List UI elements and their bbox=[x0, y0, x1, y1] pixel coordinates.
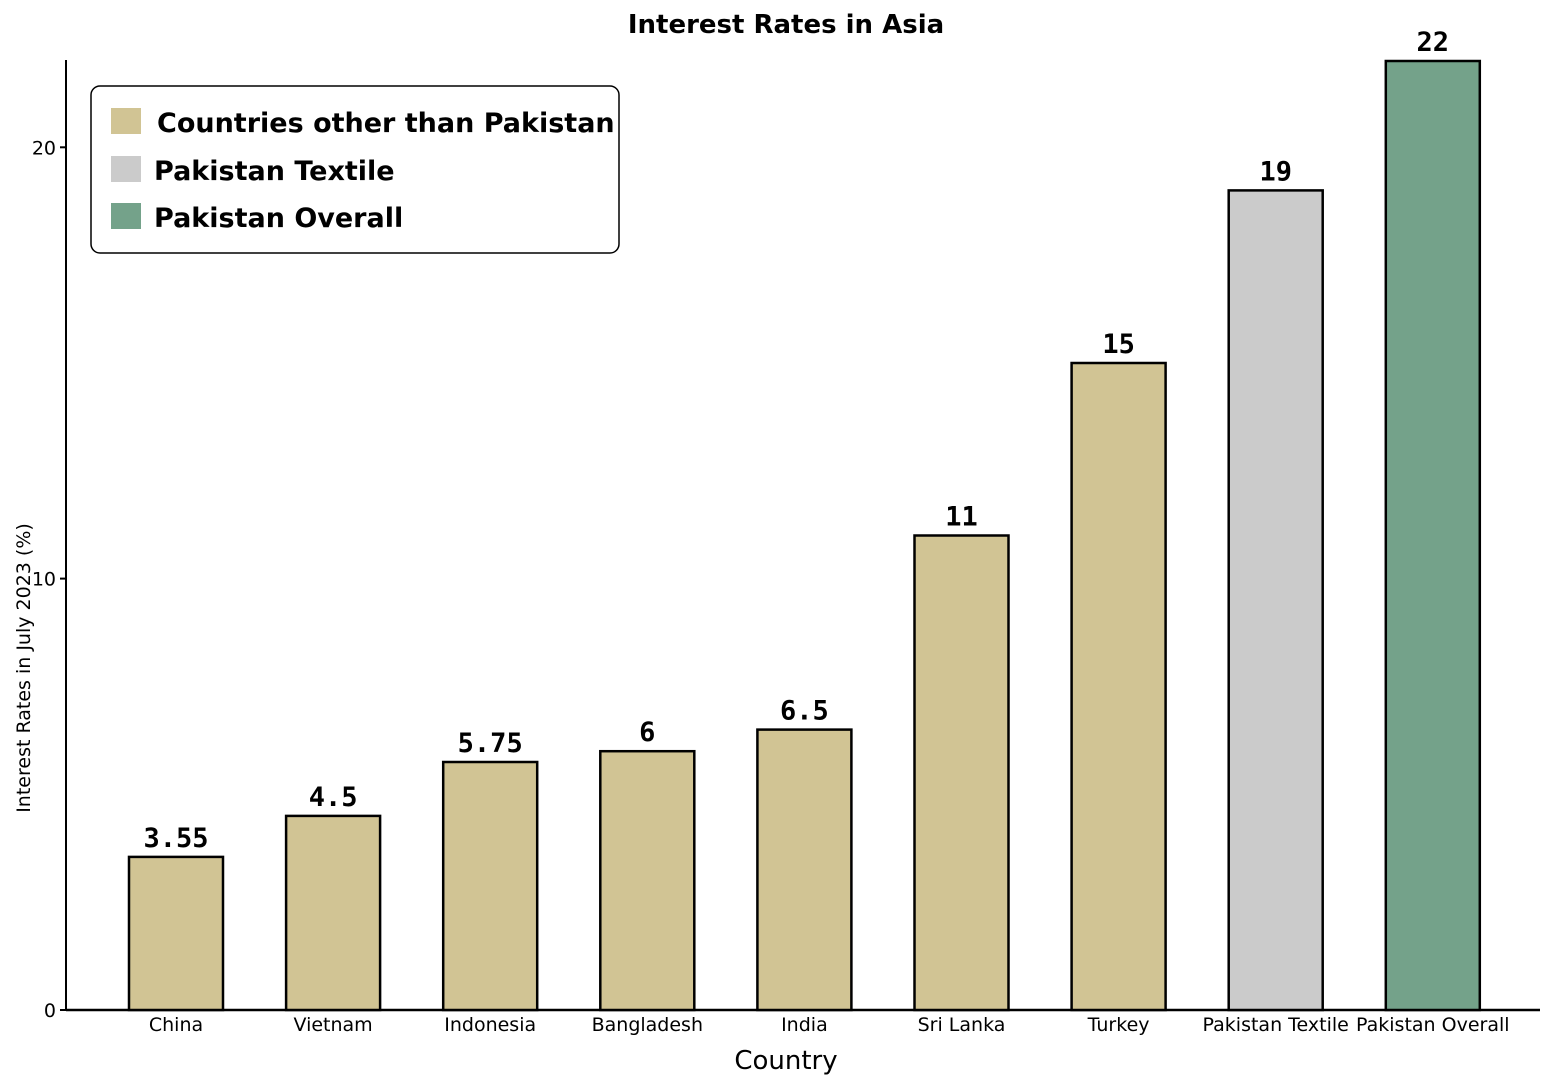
y-tick-labels-group: 0 10 20 bbox=[32, 137, 66, 1022]
bar-bangladesh bbox=[599, 749, 696, 1012]
x-tick-labels-group: China Vietnam Indonesia Bangladesh India Sri … bbox=[149, 1014, 1510, 1036]
chart-title: Interest Rates in Asia bbox=[628, 10, 944, 40]
legend-box bbox=[90, 85, 620, 254]
y-tick-label-20: 20 bbox=[32, 137, 56, 159]
x-axis-label: Country bbox=[734, 1046, 837, 1076]
x-tick-label-vietnam: Vietnam bbox=[293, 1014, 372, 1036]
legend-label-overall: Pakistan Overall bbox=[154, 203, 403, 234]
bar-india bbox=[756, 728, 853, 1012]
legend-label-other: Countries other than Pakistan bbox=[157, 108, 615, 139]
y-axis-label: Interest Rates in July 2023 (%) bbox=[13, 523, 35, 813]
bar-turkey bbox=[1070, 361, 1167, 1012]
value-label-vietnam: 4.5 bbox=[309, 782, 358, 813]
legend-swatch-overall bbox=[111, 203, 141, 229]
x-tick-label-pakistan-textile: Pakistan Textile bbox=[1203, 1014, 1349, 1036]
x-tick-label-turkey: Turkey bbox=[1087, 1014, 1150, 1036]
x-tick-label-sri-lanka: Sri Lanka bbox=[918, 1014, 1006, 1036]
legend-swatch-other bbox=[111, 108, 141, 134]
value-label-turkey: 15 bbox=[1102, 329, 1135, 360]
x-tick-label-pakistan-overall: Pakistan Overall bbox=[1356, 1014, 1510, 1036]
bars-group bbox=[127, 59, 1482, 1012]
value-label-bangladesh: 6 bbox=[639, 717, 655, 748]
y-tick-label-0: 0 bbox=[44, 1000, 56, 1022]
y-tick-label-10: 10 bbox=[32, 569, 56, 591]
x-tick-label-indonesia: Indonesia bbox=[444, 1014, 536, 1036]
value-label-india: 6.5 bbox=[780, 696, 829, 727]
value-label-sri-lanka: 11 bbox=[945, 502, 978, 533]
x-tick-label-china: China bbox=[149, 1014, 203, 1036]
value-label-pakistan-textile: 19 bbox=[1259, 156, 1292, 187]
value-labels-group: 3.55 4.5 5.75 6 6.5 11 15 19 22 bbox=[143, 27, 1449, 854]
value-label-china: 3.55 bbox=[143, 823, 208, 854]
x-tick-label-india: India bbox=[781, 1014, 828, 1036]
x-tick-label-bangladesh: Bangladesh bbox=[592, 1014, 703, 1036]
legend: Countries other than Pakistan Pakistan T… bbox=[90, 85, 620, 254]
value-label-pakistan-overall: 22 bbox=[1417, 27, 1450, 58]
value-label-indonesia: 5.75 bbox=[458, 728, 523, 759]
bar-vietnam bbox=[284, 814, 382, 1012]
bar-pakistan-textile bbox=[1227, 189, 1324, 1012]
bar-sri-lanka bbox=[913, 534, 1010, 1012]
bar-indonesia bbox=[441, 760, 539, 1012]
legend-swatch-textile bbox=[111, 156, 141, 182]
legend-label-textile: Pakistan Textile bbox=[154, 156, 395, 187]
bar-china bbox=[127, 855, 225, 1012]
bar-pakistan-overall bbox=[1384, 59, 1482, 1012]
